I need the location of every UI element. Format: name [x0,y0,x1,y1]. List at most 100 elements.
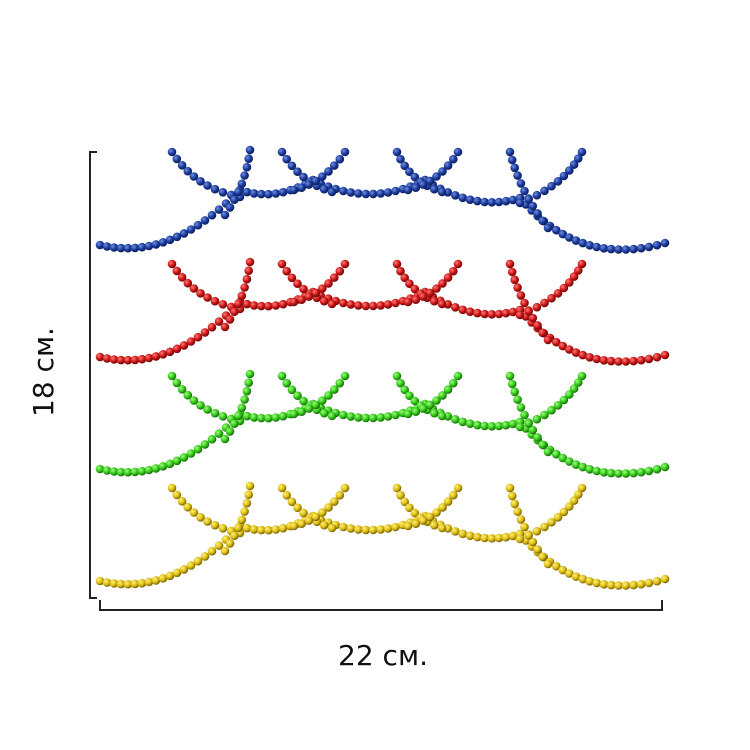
bead [565,278,574,287]
bead [453,147,463,157]
bead [183,278,193,288]
garland [95,481,670,590]
bead [508,307,518,317]
bead [660,574,670,584]
bead [400,385,410,395]
bead [629,580,638,590]
bead [186,337,196,346]
bead [177,273,187,282]
bead [533,545,542,554]
bead [571,572,581,581]
bead [552,225,561,235]
bead [400,273,410,283]
bead [193,332,203,342]
bead [278,299,288,309]
bead [437,299,447,309]
bead [391,298,400,308]
bead [510,275,519,285]
bead [200,216,210,225]
bead [430,184,439,194]
bead [473,308,482,318]
bead [339,298,348,308]
bead [411,295,421,305]
bead [225,539,235,548]
bead [473,532,482,542]
bead [538,216,547,226]
bead [225,427,235,436]
bead [425,288,435,298]
height-bracket [89,151,97,599]
bead [558,453,568,463]
bead [532,302,542,312]
bead [244,266,253,276]
bead [520,298,529,308]
bead [636,579,646,589]
bead [403,409,413,419]
bead [193,556,203,566]
bead [425,400,435,410]
bead [249,189,259,198]
bead [376,525,386,534]
bead [453,483,463,493]
bead [242,162,252,172]
bead [614,245,623,254]
bead [507,379,517,389]
bead [501,532,511,542]
bead [318,172,327,181]
bead [410,396,420,406]
bead [383,412,393,421]
bead [425,176,435,186]
bead [411,183,421,192]
bead [244,154,253,163]
bead [524,307,533,316]
bead [629,356,638,366]
bead [289,409,299,419]
bead [599,356,609,365]
bead [282,266,292,276]
bead [277,147,287,157]
bead [167,483,177,493]
bead [451,527,460,536]
bead [297,407,306,417]
bead [606,356,616,366]
bead [311,512,321,522]
bead [532,190,542,200]
bead [418,180,428,189]
bead [271,189,281,198]
bead [585,465,594,474]
bead [565,457,574,466]
bead [505,483,515,493]
bead [533,209,542,218]
bead [438,279,447,288]
bead [324,167,333,176]
bead [636,243,646,253]
bead [109,355,119,364]
bead [614,357,623,366]
bead [538,328,547,338]
bead [505,259,515,269]
bead [569,160,579,169]
bead [528,537,538,547]
bead [277,371,287,381]
bead [130,579,140,589]
bead [240,395,249,404]
bead [540,410,549,420]
bead [225,315,235,324]
bead [102,578,112,587]
bead [339,410,348,420]
bead [116,243,126,253]
bead [230,307,239,317]
bead [214,205,224,214]
bead [137,466,147,476]
bead [237,515,247,525]
bead [167,147,177,157]
bead [652,576,662,586]
bead [319,520,329,530]
bead [324,279,333,288]
bead [569,496,579,505]
bead [277,259,287,269]
bead [330,385,339,394]
bead [559,171,569,181]
bead [524,419,533,428]
bead [449,266,458,276]
